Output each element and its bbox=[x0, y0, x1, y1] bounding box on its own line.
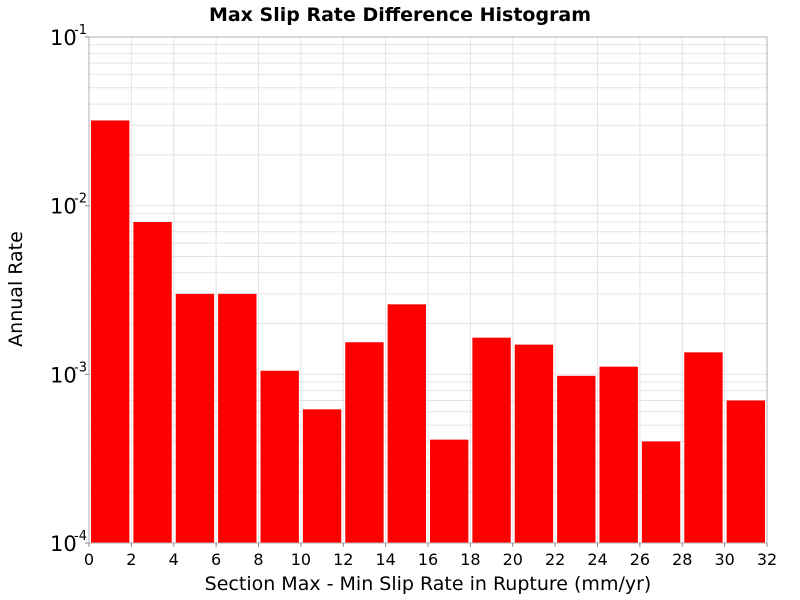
x-tick-label: 28 bbox=[672, 550, 692, 569]
x-tick-label: 32 bbox=[757, 550, 777, 569]
x-tick-label: 8 bbox=[253, 550, 263, 569]
x-tick-label: 2 bbox=[126, 550, 136, 569]
bar bbox=[302, 409, 342, 543]
x-tick-label: 18 bbox=[460, 550, 480, 569]
y-tick-exponent: -3 bbox=[74, 360, 87, 375]
y-tick-base: 10 bbox=[50, 195, 77, 219]
bar bbox=[472, 337, 511, 543]
bar bbox=[175, 293, 215, 543]
bar bbox=[91, 120, 130, 543]
bars bbox=[91, 120, 765, 544]
x-tick-label: 26 bbox=[630, 550, 650, 569]
y-axis-ticks: 10-410-310-210-1 bbox=[50, 23, 89, 556]
bar bbox=[345, 342, 384, 543]
y-tick-base: 10 bbox=[50, 532, 77, 556]
x-tick-label: 10 bbox=[291, 550, 311, 569]
y-tick-label: 10-2 bbox=[50, 192, 87, 219]
bar bbox=[557, 375, 596, 543]
x-tick-label: 24 bbox=[587, 550, 607, 569]
y-tick-label: 10-4 bbox=[50, 529, 87, 556]
bar bbox=[726, 400, 765, 543]
bar bbox=[684, 352, 723, 543]
y-axis-label: Annual Rate bbox=[5, 231, 27, 347]
x-tick-label: 12 bbox=[333, 550, 353, 569]
y-tick-label: 10-3 bbox=[50, 360, 87, 387]
x-tick-label: 6 bbox=[211, 550, 221, 569]
bar bbox=[133, 222, 172, 544]
y-tick-base: 10 bbox=[50, 26, 77, 50]
x-tick-label: 0 bbox=[84, 550, 94, 569]
bar bbox=[387, 304, 426, 543]
x-tick-label: 4 bbox=[169, 550, 179, 569]
x-tick-label: 30 bbox=[714, 550, 734, 569]
y-tick-base: 10 bbox=[50, 363, 77, 387]
x-tick-label: 20 bbox=[503, 550, 523, 569]
y-tick-exponent: -4 bbox=[74, 529, 87, 544]
chart-title: Max Slip Rate Difference Histogram bbox=[209, 4, 591, 26]
x-tick-label: 22 bbox=[545, 550, 565, 569]
y-tick-exponent: -1 bbox=[74, 23, 87, 38]
bar bbox=[514, 344, 554, 543]
bar bbox=[430, 439, 469, 543]
bar bbox=[218, 293, 257, 543]
y-tick-label: 10-1 bbox=[50, 23, 87, 50]
y-tick-exponent: -2 bbox=[74, 192, 87, 207]
bar bbox=[599, 366, 638, 543]
x-tick-label: 14 bbox=[375, 550, 395, 569]
x-tick-label: 16 bbox=[418, 550, 438, 569]
bar bbox=[260, 370, 299, 543]
x-axis-ticks: 0 2 4 6 8 10 12 14 16 18 20 22 24 26 28 30 32 bbox=[84, 543, 777, 569]
x-axis-label: Section Max - Min Slip Rate in Rupture (… bbox=[205, 573, 652, 595]
bar bbox=[641, 441, 681, 543]
